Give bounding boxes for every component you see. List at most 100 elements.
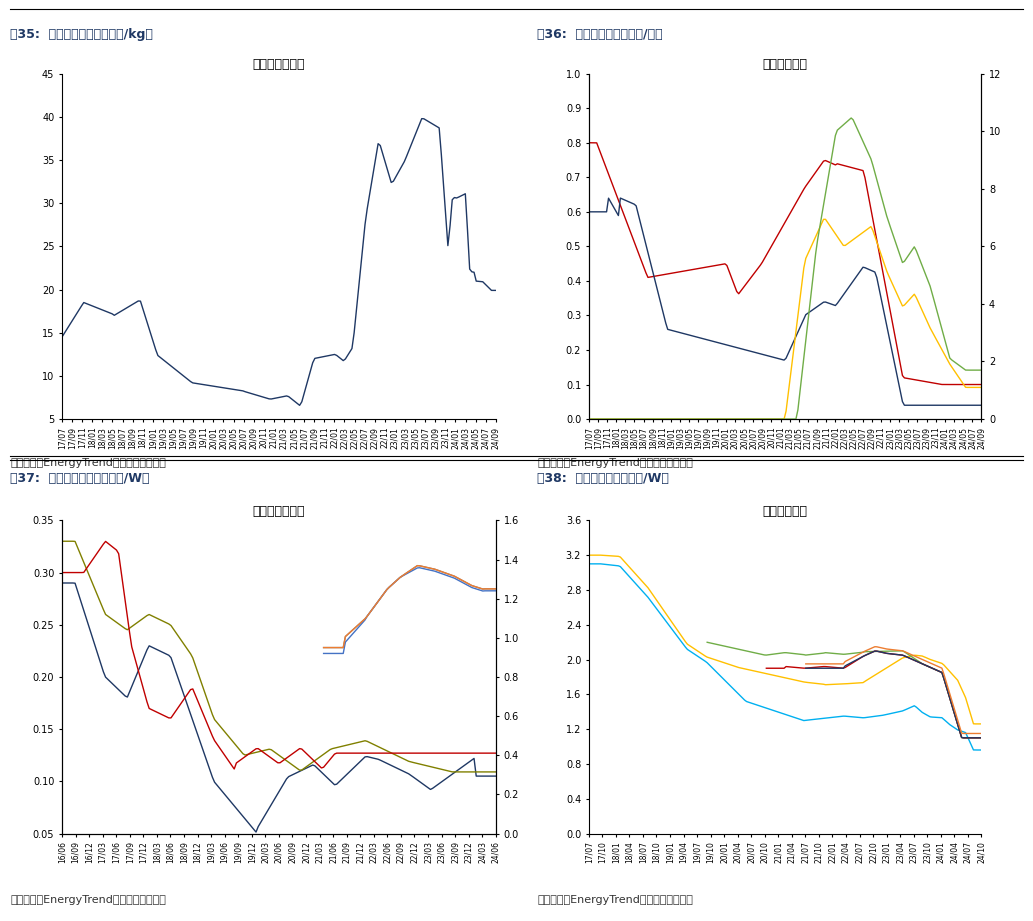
Line: 高效单晶电池G1(USD): 高效单晶电池G1(USD)	[62, 542, 496, 769]
M10单晶硅片（RMB）	[583, 414, 595, 425]
Text: 数据来源：EnergyTrend，东吴证券研究所: 数据来源：EnergyTrend，东吴证券研究所	[537, 458, 693, 468]
G12单晶硅片（RMB）	[598, 414, 611, 425]
系列3	[975, 400, 988, 411]
Line: 多晶电池(USD): 多晶电池(USD)	[62, 583, 496, 832]
Title: 电池片每周价格: 电池片每周价格	[253, 505, 305, 518]
单晶285W组件	[606, 551, 619, 562]
多晶组件（一线）	[606, 560, 619, 571]
系列3	[583, 206, 595, 217]
单晶285W组件	[942, 664, 954, 675]
单晶PERC组件（双面）	[975, 732, 988, 743]
Text: 数据来源：EnergyTrend，东吴证券研究所: 数据来源：EnergyTrend，东吴证券研究所	[10, 895, 166, 905]
M10单晶硅片（RMB）	[817, 214, 829, 225]
单晶PERC166组件（单面）	[975, 732, 988, 743]
多晶电池(USD)	[136, 655, 149, 666]
G12单晶硅片（RMB）	[606, 414, 619, 425]
Text: 图37:  电池片价格走势（美元/W）: 图37: 电池片价格走势（美元/W）	[10, 472, 150, 485]
M10单晶硅片（RMB）	[975, 382, 988, 393]
多晶电池(USD)	[250, 826, 262, 837]
高效单晶电池G1(USD)	[457, 748, 469, 759]
系列3	[899, 400, 911, 411]
系列3	[606, 200, 619, 211]
Text: 数据来源：EnergyTrend，东吴证券研究所: 数据来源：EnergyTrend，东吴证券研究所	[10, 458, 166, 468]
多晶组件（一线）	[942, 717, 954, 729]
单晶大尺寸组件（单面）	[956, 732, 968, 743]
单晶电池（USD，左轴）	[73, 546, 86, 557]
单晶PERC组件（双面）	[942, 686, 954, 697]
多晶电池(USD)	[56, 577, 68, 589]
单晶285W组件	[656, 602, 668, 613]
单晶电池（USD，左轴）	[470, 766, 482, 777]
Title: 硅片每周价格: 硅片每周价格	[762, 58, 808, 71]
Line: G12单晶电池片（RMB）: G12单晶电池片（RMB）	[323, 565, 496, 647]
M10单晶硅片（RMB）	[943, 358, 956, 369]
Text: 数据来源：EnergyTrend，东吴证券研究所: 数据来源：EnergyTrend，东吴证券研究所	[537, 895, 693, 905]
高效单晶电池G1(USD)	[174, 700, 186, 711]
Topcon182组件（双面）	[942, 682, 954, 693]
G12单晶电池片（RMB）	[490, 583, 502, 594]
Line: G1单晶硅片（USD，左轴）: G1单晶硅片（USD，左轴）	[589, 143, 981, 385]
单晶电池（USD，左轴）	[171, 629, 184, 640]
G12单晶硅片（RMB）	[656, 414, 668, 425]
单晶电池（USD，左轴）	[82, 567, 94, 578]
Text: 图36:  硅片价格走势（美元/片）: 图36: 硅片价格走势（美元/片）	[537, 28, 663, 41]
单晶电池（USD，左轴）	[136, 613, 149, 624]
系列3	[689, 332, 701, 343]
系列3	[598, 206, 611, 217]
G1单晶硅片（USD，左轴）	[656, 270, 668, 281]
单晶PERC组件（双面）	[956, 732, 968, 743]
G1单晶硅片（USD，左轴）	[975, 379, 988, 391]
Line: 单晶285W组件: 单晶285W组件	[589, 555, 981, 724]
高效单晶电池G1(USD)	[73, 567, 86, 578]
单晶电池（USD，左轴）	[56, 536, 68, 547]
多晶组件（一线）	[956, 726, 968, 737]
多晶电池(USD)	[171, 671, 184, 682]
Line: 多晶组件（一线）: 多晶组件（一线）	[589, 564, 981, 750]
Line: M10单晶电池片（RMB）: M10单晶电池片（RMB）	[323, 567, 496, 654]
单晶电池（USD，左轴）	[490, 766, 502, 777]
多晶组件（一线）	[656, 610, 668, 621]
G12单晶硅片（RMB）	[583, 414, 595, 425]
单晶电池（USD，左轴）	[455, 766, 467, 777]
Line: 单晶大尺寸组件（单面）: 单晶大尺寸组件（单面）	[806, 651, 981, 738]
G12单晶硅片（RMB）	[958, 363, 970, 374]
G12单晶硅片（RMB）	[975, 365, 988, 376]
Line: G12单晶硅片（RMB）: G12单晶硅片（RMB）	[589, 118, 981, 419]
高效单晶电池G1(USD)	[82, 561, 94, 572]
G12单晶硅片（RMB）	[943, 353, 956, 364]
单晶285W组件	[956, 683, 968, 694]
G1单晶硅片（USD，左轴）	[606, 179, 619, 190]
G1单晶硅片（USD，左轴）	[598, 158, 611, 169]
Topcon182组件（双面）	[956, 728, 968, 739]
多晶组件（一线）	[969, 744, 981, 755]
G12单晶电池片（RMB）	[468, 581, 480, 592]
单晶大尺寸组件（单面）	[942, 686, 954, 697]
单晶电池（USD，左轴）	[448, 766, 461, 777]
G1单晶硅片（USD，左轴）	[943, 379, 956, 391]
单晶285W组件	[975, 718, 988, 729]
G1单晶硅片（USD，左轴）	[938, 379, 950, 391]
M10单晶硅片（RMB）	[687, 414, 699, 425]
多晶电池(USD)	[470, 771, 482, 782]
高效单晶电池G1(USD)	[472, 748, 484, 759]
系列3	[945, 400, 958, 411]
M10单晶硅片（RMB）	[606, 414, 619, 425]
系列3	[960, 400, 972, 411]
G1单晶硅片（USD，左轴）	[687, 264, 699, 275]
单晶285W组件	[598, 550, 611, 561]
单晶285W组件	[969, 718, 981, 729]
Line: 单晶电池（USD，左轴）: 单晶电池（USD，左轴）	[62, 542, 496, 772]
Line: 特高效单晶电池M6(USD): 特高效单晶电池M6(USD)	[323, 565, 496, 647]
Legend: G1单晶硅片（USD，左轴）, 系列3, M10单晶硅片（RMB）, G12单晶硅片（RMB）: G1单晶硅片（USD，左轴）, 系列3, M10单晶硅片（RMB）, G12单晶…	[671, 530, 899, 560]
多晶组件（一线）	[975, 744, 988, 755]
Text: 图38:  组件价格走势（美元/W）: 图38: 组件价格走势（美元/W）	[537, 472, 669, 485]
特高效单晶电池M6(USD)	[468, 581, 480, 592]
Line: Topcon182组件（双面）: Topcon182组件（双面）	[806, 647, 981, 733]
多晶电池(USD)	[73, 591, 86, 602]
Legend: 多晶硅-全球(USD): 多晶硅-全球(USD)	[230, 528, 327, 545]
单晶PERC166组件（单面）	[942, 686, 954, 697]
单晶285W组件	[583, 550, 595, 561]
特高效单晶电池M6(USD)	[490, 583, 502, 594]
Title: 多晶硅每周价格: 多晶硅每周价格	[253, 58, 305, 71]
G12单晶硅片（RMB）	[845, 112, 857, 123]
